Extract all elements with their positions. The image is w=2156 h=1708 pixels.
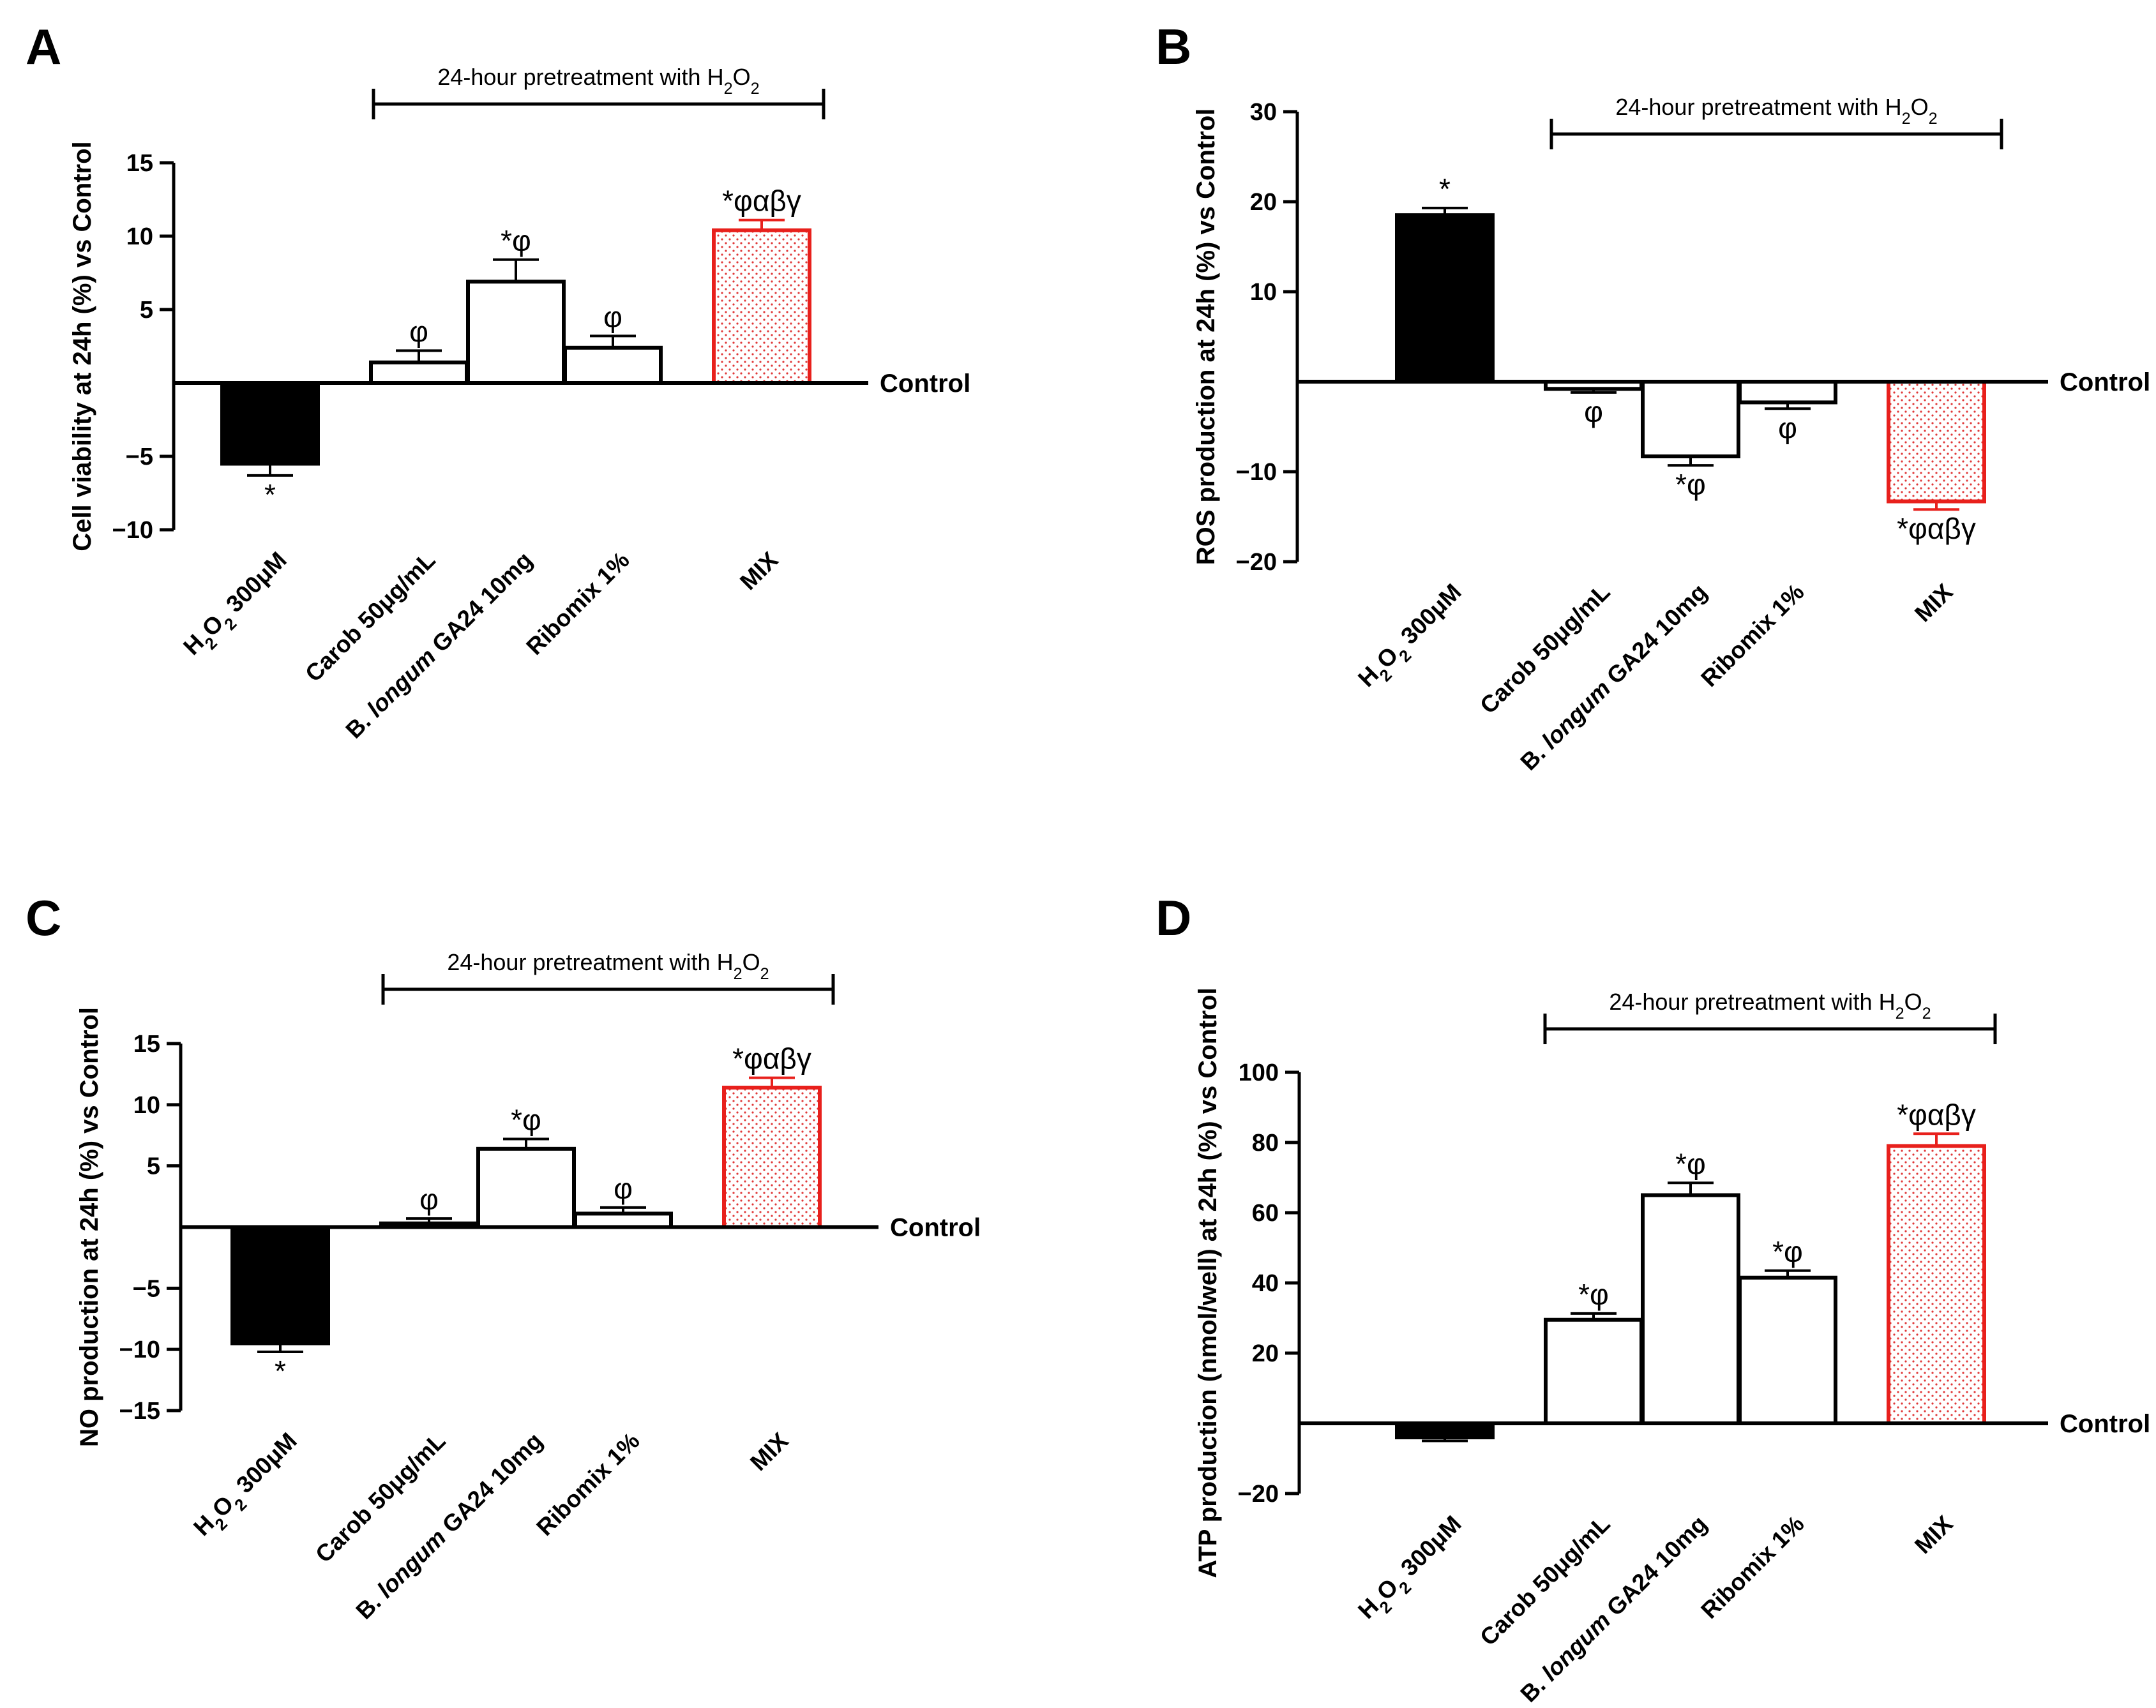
category-label: B. longum GA24 10mg — [1516, 579, 1712, 775]
y-tick-label: −5 — [126, 444, 153, 470]
control-label: Control — [2060, 368, 2150, 396]
category-label: Ribomix 1% — [521, 547, 634, 660]
panel-letter: C — [26, 890, 61, 946]
y-axis-label: Cell viability at 24h (%) vs Control — [68, 141, 96, 551]
category-label: H2O2 300μM — [1353, 579, 1472, 698]
y-axis-label: NO production at 24h (%) vs Control — [75, 1007, 103, 1447]
significance-label: * — [1439, 172, 1451, 206]
bar-3 — [1641, 1193, 1740, 1425]
panel-letter: A — [26, 19, 61, 75]
significance-label: * — [275, 1354, 286, 1388]
control-label: Control — [890, 1214, 981, 1242]
bar-1 — [1395, 213, 1495, 384]
significance-label: *φαβγ — [732, 1042, 811, 1075]
y-tick-label: 20 — [1252, 1340, 1279, 1367]
bar-1 — [230, 1225, 330, 1345]
significance-label: φ — [409, 315, 428, 348]
y-tick-label: −10 — [1236, 459, 1277, 486]
chart-panel-c: C NO production at 24h (%) vs Control −15 −… — [26, 890, 981, 1624]
significance-label: φ — [614, 1172, 633, 1205]
category-label: MIX — [745, 1427, 794, 1476]
y-tick-label: 40 — [1252, 1270, 1279, 1297]
significance-label: *φαβγ — [722, 184, 801, 218]
y-tick-label: 5 — [147, 1153, 160, 1180]
bracket-label: 24-hour pretreatment with H2O2 — [447, 949, 769, 983]
category-label: B. longum GA24 10mg — [341, 547, 538, 744]
category-label: H2O2 300μM — [178, 547, 297, 666]
y-tick-label: 20 — [1250, 189, 1277, 216]
bar-5 — [1887, 380, 1986, 504]
significance-label: *φ — [511, 1104, 541, 1137]
y-tick-label: −10 — [119, 1337, 160, 1363]
significance-label: *φαβγ — [1897, 512, 1976, 545]
bracket-label: 24-hour pretreatment with H2O2 — [437, 64, 759, 98]
chart-panel-b: B ROS production at 24h (%) vs Control −20… — [1156, 19, 2150, 775]
significance-label: *φ — [1772, 1235, 1803, 1268]
bar-1 — [1395, 1421, 1495, 1439]
control-label: Control — [880, 370, 970, 398]
category-label: Ribomix 1% — [1696, 1511, 1809, 1624]
bar-3 — [1641, 380, 1740, 459]
category-label: MIX — [1910, 1510, 1958, 1559]
y-tick-label: 60 — [1252, 1200, 1279, 1227]
bar-5 — [712, 228, 811, 385]
bar-4 — [1738, 380, 1837, 405]
bar-4 — [1738, 1275, 1837, 1425]
y-axis-label: ROS production at 24h (%) vs Control — [1192, 109, 1220, 566]
y-tick-label: 15 — [126, 150, 153, 177]
y-tick-label: −10 — [112, 517, 153, 544]
y-tick-label: −15 — [119, 1398, 160, 1425]
significance-label: φ — [1584, 395, 1603, 428]
bracket-label: 24-hour pretreatment with H2O2 — [1609, 989, 1931, 1023]
significance-label: φ — [419, 1183, 439, 1216]
category-label: H2O2 300μM — [1353, 1511, 1472, 1629]
y-tick-label: 5 — [140, 297, 153, 324]
bar-2 — [369, 360, 469, 385]
chart-panel-d: D ATP production (nmol/well) at 24h (%) v… — [1156, 890, 2150, 1707]
bar-1 — [220, 381, 320, 466]
significance-label: *φ — [1578, 1278, 1609, 1311]
category-label: Ribomix 1% — [1696, 579, 1809, 692]
bar-4 — [563, 345, 663, 385]
y-tick-label: 80 — [1252, 1130, 1279, 1157]
significance-label: φ — [603, 300, 622, 333]
significance-label: * — [264, 478, 276, 511]
category-label: H2O2 300μM — [188, 1428, 307, 1547]
bar-5 — [1887, 1144, 1986, 1425]
significance-label: φ — [1778, 411, 1797, 444]
significance-label: *φ — [501, 224, 531, 257]
y-tick-label: 100 — [1239, 1060, 1279, 1086]
y-tick-label: −20 — [1236, 549, 1277, 576]
y-axis-label: ATP production (nmol/well) at 24h (%) vs… — [1194, 987, 1222, 1578]
control-label: Control — [2060, 1410, 2150, 1438]
bar-5 — [722, 1086, 822, 1229]
y-tick-label: 10 — [133, 1092, 160, 1119]
y-tick-label: −20 — [1238, 1481, 1279, 1508]
bar-3 — [466, 280, 566, 385]
y-tick-label: 15 — [133, 1031, 160, 1058]
bar-2 — [1544, 1317, 1643, 1425]
panel-letter: B — [1156, 19, 1191, 75]
y-tick-label: −5 — [133, 1275, 160, 1302]
category-label: MIX — [735, 546, 783, 595]
y-tick-label: 10 — [126, 223, 153, 250]
category-label: B. longum GA24 10mg — [351, 1428, 548, 1624]
y-tick-label: 10 — [1250, 279, 1277, 306]
y-tick-label: 30 — [1250, 99, 1277, 126]
panel-letter: D — [1156, 890, 1191, 946]
category-label: B. longum GA24 10mg — [1516, 1511, 1712, 1707]
chart-panel-a: A Cell viability at 24h (%) vs Control −10… — [26, 19, 970, 744]
category-label: Ribomix 1% — [531, 1428, 644, 1541]
significance-label: *φαβγ — [1897, 1098, 1976, 1131]
bar-4 — [573, 1211, 673, 1229]
significance-label: *φ — [1675, 1147, 1706, 1180]
category-label: MIX — [1910, 578, 1958, 627]
significance-label: *φ — [1675, 468, 1706, 501]
bar-3 — [476, 1146, 576, 1229]
bracket-label: 24-hour pretreatment with H2O2 — [1615, 94, 1937, 128]
